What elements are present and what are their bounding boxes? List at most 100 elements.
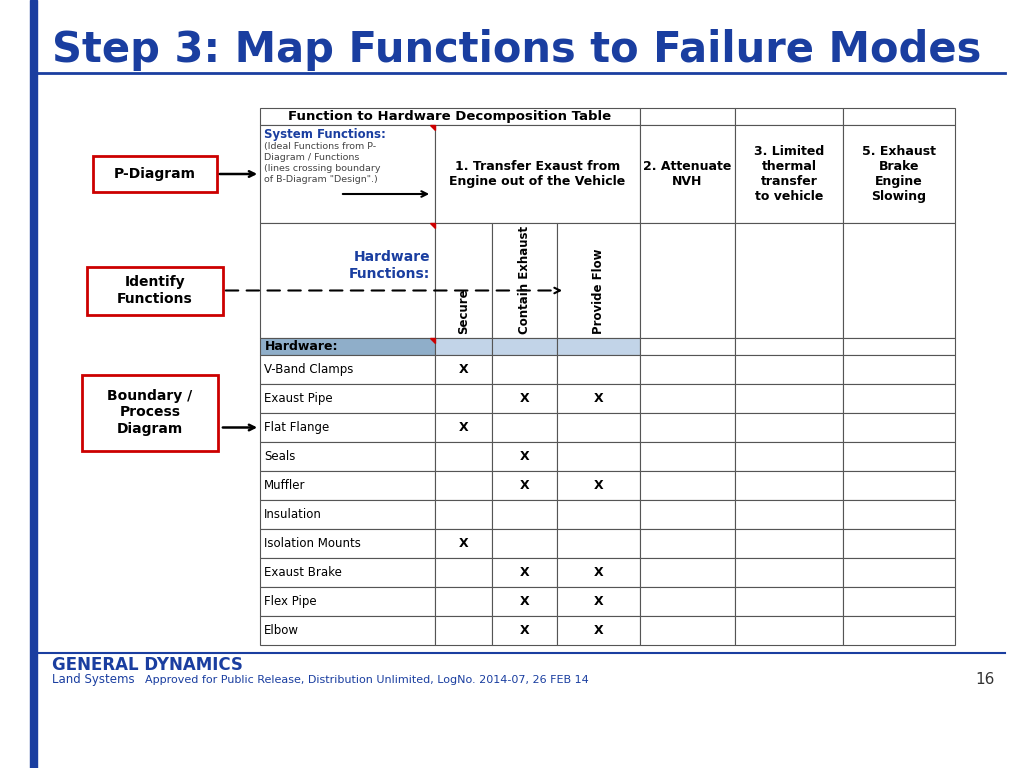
Bar	[492, 384, 557, 413]
Bar	[435, 558, 492, 587]
Text: 16: 16	[976, 673, 995, 687]
Bar	[735, 587, 843, 616]
Bar	[557, 558, 640, 587]
Bar	[843, 471, 955, 500]
Polygon shape	[430, 338, 435, 343]
Bar	[843, 616, 955, 645]
Bar	[82, 375, 218, 451]
Bar	[260, 558, 435, 587]
Bar	[843, 442, 955, 471]
Text: X: X	[594, 566, 603, 579]
Bar	[435, 125, 640, 223]
Bar	[435, 587, 492, 616]
Text: V-Band Clamps: V-Band Clamps	[264, 363, 353, 376]
Text: System Functions:: System Functions:	[264, 128, 386, 141]
Bar	[640, 108, 735, 125]
Text: Boundary /
Process
Diagram: Boundary / Process Diagram	[108, 389, 193, 435]
Bar	[260, 355, 435, 384]
Bar	[735, 558, 843, 587]
Bar	[87, 266, 223, 315]
Bar	[640, 471, 735, 500]
Bar	[30, 0, 37, 768]
Text: X: X	[520, 624, 529, 637]
Text: X: X	[520, 392, 529, 405]
Text: Secure: Secure	[457, 288, 470, 334]
Bar	[640, 500, 735, 529]
Bar	[557, 384, 640, 413]
Bar	[492, 529, 557, 558]
Bar	[843, 587, 955, 616]
Bar	[492, 616, 557, 645]
Text: X: X	[459, 363, 468, 376]
Text: Hardware
Functions:: Hardware Functions:	[349, 250, 430, 280]
Bar	[557, 223, 640, 338]
Bar	[435, 442, 492, 471]
Text: Land Systems: Land Systems	[52, 674, 134, 687]
Bar	[735, 471, 843, 500]
Bar	[640, 442, 735, 471]
Bar	[843, 108, 955, 125]
Bar	[492, 442, 557, 471]
Bar	[640, 223, 735, 338]
Bar	[640, 338, 735, 355]
Bar	[260, 125, 435, 223]
Bar	[492, 413, 557, 442]
Text: P-Diagram: P-Diagram	[114, 167, 196, 181]
Bar	[492, 223, 557, 338]
Bar	[557, 529, 640, 558]
Bar	[557, 338, 640, 355]
Bar	[843, 125, 955, 223]
Bar	[435, 338, 492, 355]
Bar	[260, 500, 435, 529]
Bar	[435, 384, 492, 413]
Text: X: X	[520, 450, 529, 463]
Bar	[435, 616, 492, 645]
Text: 5. Exhaust
Brake
Engine
Slowing: 5. Exhaust Brake Engine Slowing	[862, 145, 936, 203]
Text: Seals: Seals	[264, 450, 295, 463]
Text: 2. Attenuate
NVH: 2. Attenuate NVH	[643, 160, 732, 188]
Text: X: X	[459, 421, 468, 434]
Bar	[640, 616, 735, 645]
Bar	[843, 500, 955, 529]
Text: Step 3: Map Functions to Failure Modes: Step 3: Map Functions to Failure Modes	[52, 29, 981, 71]
Text: Hardware:: Hardware:	[265, 340, 339, 353]
Bar	[557, 355, 640, 384]
Text: X: X	[459, 537, 468, 550]
Bar	[260, 413, 435, 442]
Text: Identify
Functions: Identify Functions	[117, 276, 193, 306]
Text: Flex Pipe: Flex Pipe	[264, 595, 316, 608]
Bar	[843, 529, 955, 558]
Bar	[435, 223, 492, 338]
Bar	[435, 529, 492, 558]
Bar	[557, 442, 640, 471]
Text: Approved for Public Release, Distribution Unlimited, LogNo. 2014-07, 26 FEB 14: Approved for Public Release, Distributio…	[145, 675, 589, 685]
Bar	[735, 223, 843, 338]
Bar	[640, 587, 735, 616]
Bar	[843, 338, 955, 355]
Bar	[843, 384, 955, 413]
Bar	[435, 471, 492, 500]
Bar	[260, 108, 640, 125]
Bar	[735, 355, 843, 384]
Bar	[735, 442, 843, 471]
Bar	[735, 384, 843, 413]
Bar	[735, 529, 843, 558]
Bar	[492, 558, 557, 587]
Bar	[735, 500, 843, 529]
Polygon shape	[430, 223, 435, 228]
Bar	[735, 616, 843, 645]
Bar	[435, 355, 492, 384]
Bar	[260, 471, 435, 500]
Text: Elbow: Elbow	[264, 624, 299, 637]
Bar	[843, 558, 955, 587]
Bar	[640, 125, 735, 223]
Bar	[640, 558, 735, 587]
Text: (Ideal Functions from P-
Diagram / Functions
(lines crossing boundary
of B-Diagr: (Ideal Functions from P- Diagram / Funct…	[264, 142, 381, 184]
Bar	[260, 529, 435, 558]
Text: X: X	[594, 479, 603, 492]
Text: X: X	[594, 595, 603, 608]
Bar	[492, 587, 557, 616]
Text: 1. Transfer Exaust from
Engine out of the Vehicle: 1. Transfer Exaust from Engine out of th…	[450, 160, 626, 188]
Bar	[557, 500, 640, 529]
Bar	[260, 587, 435, 616]
